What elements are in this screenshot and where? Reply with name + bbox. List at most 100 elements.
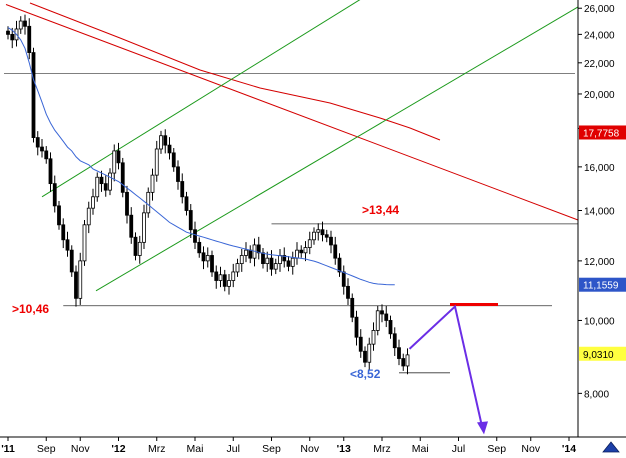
x-tick-label: Nov <box>300 443 319 455</box>
candle-up <box>218 274 223 281</box>
x-tick-label: Mai <box>412 443 429 455</box>
y-tick-label: 8,000 <box>584 389 609 400</box>
x-tick-label: Mrz <box>148 443 166 455</box>
y-tick-label: 12,000 <box>584 257 615 268</box>
candle-down <box>380 310 384 315</box>
candle-up <box>159 135 163 150</box>
x-tick-label: '11 <box>1 443 15 455</box>
candle-down <box>401 358 406 367</box>
candle-down <box>61 224 66 241</box>
candle-up <box>18 20 23 30</box>
candle-down <box>35 137 40 148</box>
candle-down <box>269 257 274 270</box>
candle-up <box>375 310 380 331</box>
candle-up <box>86 207 91 226</box>
candle-down <box>10 33 15 41</box>
x-tick-label: '13 <box>337 443 351 455</box>
x-tick-label: Mai <box>187 443 204 455</box>
moving-average-layer <box>7 27 395 286</box>
candle-up <box>205 255 210 262</box>
resistance-label: >13,44 <box>362 203 399 217</box>
candle-down <box>384 313 389 321</box>
candle-down <box>358 336 363 352</box>
candle-down <box>99 176 104 185</box>
candle-down <box>350 297 355 318</box>
x-tick-label: Mrz <box>373 443 391 455</box>
projection-arrow-head <box>477 421 488 435</box>
candle-up <box>273 263 278 270</box>
candle-down <box>163 135 168 146</box>
candle-down <box>324 234 329 238</box>
candle-down <box>193 229 197 243</box>
moving-average-line <box>7 27 395 286</box>
value-badges-layer: 17,7758 11,1559 9,0310 <box>579 125 626 361</box>
x-tick-label: Sep <box>262 443 281 455</box>
candle-down <box>388 320 393 335</box>
candle-down <box>299 249 304 254</box>
candle-down <box>171 152 176 168</box>
candle-up <box>82 224 87 262</box>
candle-down <box>329 236 333 246</box>
x-tick-label: Sep <box>487 443 506 455</box>
candle-up <box>227 280 231 287</box>
candle-down <box>184 196 189 211</box>
candle-down <box>167 144 172 154</box>
candle-down <box>197 241 202 254</box>
candles-layer <box>6 14 410 375</box>
x-tick-label: Nov <box>521 443 540 455</box>
candle-down <box>31 52 36 138</box>
candle-up <box>91 196 95 209</box>
candle-up <box>108 172 112 191</box>
candle-up <box>278 255 282 265</box>
candle-down <box>320 229 325 236</box>
candle-down <box>52 183 57 207</box>
candle-down <box>337 257 342 273</box>
candle-down <box>201 252 206 262</box>
candle-up <box>367 343 372 363</box>
candle-down <box>282 255 287 262</box>
candle-down <box>6 30 10 35</box>
y-tick-label: 16,000 <box>584 163 615 174</box>
candle-down <box>346 285 350 299</box>
candle-up <box>231 271 236 281</box>
red-trendline-value-badge: 17,7758 <box>583 128 620 139</box>
candle-up <box>307 239 312 248</box>
candle-down <box>74 271 78 299</box>
candle-down <box>116 150 121 164</box>
candle-up <box>239 255 244 265</box>
candle-up <box>265 257 270 265</box>
candle-down <box>248 249 253 259</box>
candle-up <box>316 229 321 233</box>
candle-down <box>261 252 265 265</box>
x-tick-label: Sep <box>37 443 56 455</box>
moving-average-value-badge: 11,1559 <box>583 281 619 292</box>
candle-down <box>397 347 401 359</box>
candle-up <box>312 231 316 241</box>
red-trendline-lower <box>5 4 579 221</box>
x-tick-label: '14 <box>562 443 576 455</box>
candle-up <box>235 263 240 273</box>
candle-down <box>103 183 108 191</box>
recent-low-label: <8,52 <box>350 367 381 381</box>
y-tick-label: 24,000 <box>584 30 615 41</box>
candle-down <box>69 249 74 273</box>
green-channel-lower <box>95 6 579 292</box>
candle-down <box>176 166 180 182</box>
y-tick-label: 26,000 <box>584 4 615 15</box>
candle-down <box>23 20 27 27</box>
candle-up <box>244 249 248 256</box>
candle-down <box>214 271 219 281</box>
chart-tool-icon <box>602 441 620 453</box>
moving-average-value-badge-bg <box>579 277 626 292</box>
candle-down <box>129 214 134 238</box>
candle-up <box>295 249 299 259</box>
candle-up <box>146 191 151 214</box>
x-tick-label: Nov <box>71 443 90 455</box>
candle-up <box>95 176 100 198</box>
projection-arrow-line <box>408 304 483 427</box>
candle-down <box>125 191 129 216</box>
candle-down <box>44 150 49 160</box>
